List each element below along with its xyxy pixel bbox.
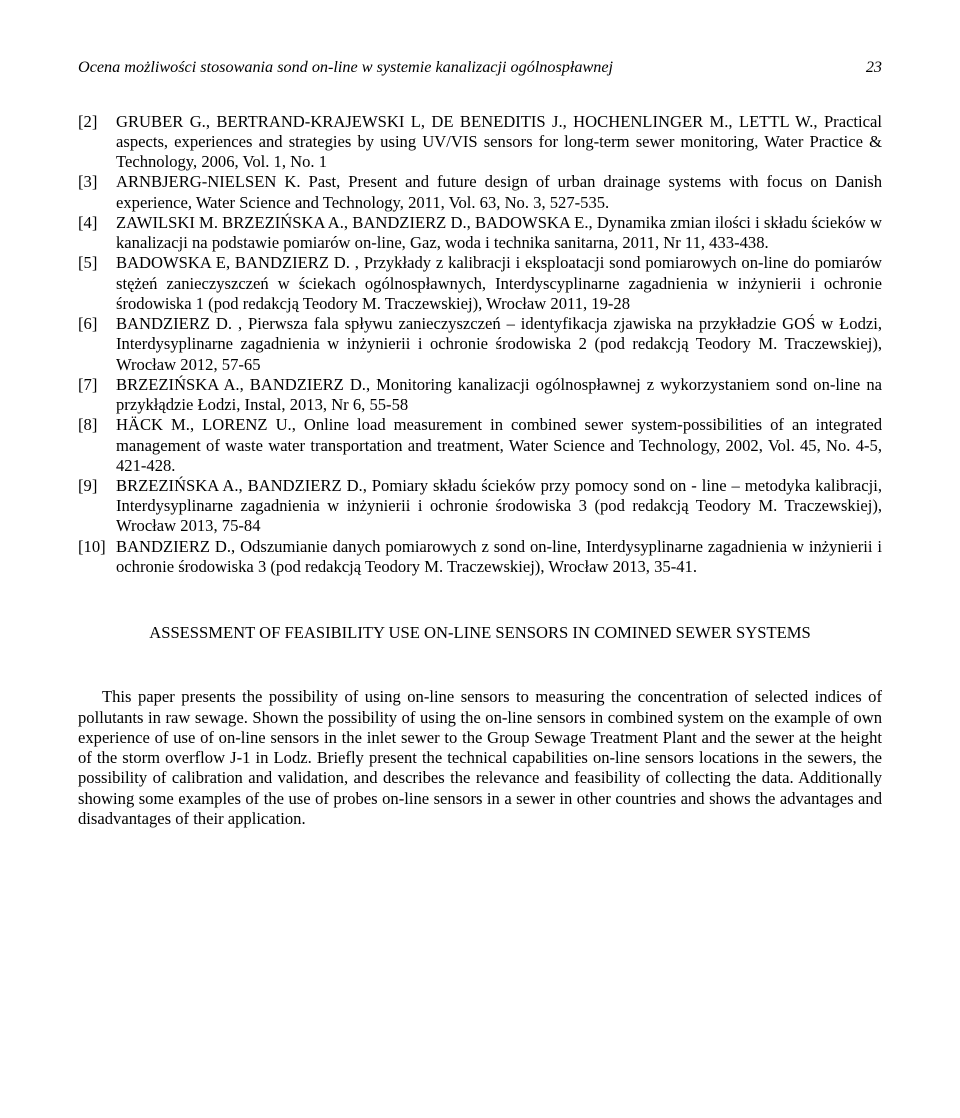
page-number: 23 (866, 58, 882, 78)
reference-number: [5] (78, 253, 116, 314)
reference-number: [9] (78, 476, 116, 537)
reference-item: [5]BADOWSKA E, BANDZIERZ D. , Przykłady … (78, 253, 882, 314)
reference-item: [10]BANDZIERZ D., Odszumianie danych pom… (78, 537, 882, 577)
reference-number: [6] (78, 314, 116, 375)
reference-text: BADOWSKA E, BANDZIERZ D. , Przykłady z k… (116, 253, 882, 314)
reference-number: [3] (78, 172, 116, 212)
reference-number: [2] (78, 112, 116, 173)
reference-number: [8] (78, 415, 116, 476)
reference-item: [9]BRZEZIŃSKA A., BANDZIERZ D., Pomiary … (78, 476, 882, 537)
reference-item: [3]ARNBJERG-NIELSEN K. Past, Present and… (78, 172, 882, 212)
abstract-paragraph: This paper presents the possibility of u… (78, 687, 882, 829)
references-list: [2]GRUBER G., BERTRAND-KRAJEWSKI L, DE B… (78, 112, 882, 577)
reference-text: BANDZIERZ D. , Pierwsza fala spływu zani… (116, 314, 882, 375)
section-title: ASSESSMENT OF FEASIBILITY USE ON-LINE SE… (78, 623, 882, 643)
reference-item: [8]HÄCK M., LORENZ U., Online load measu… (78, 415, 882, 476)
reference-text: HÄCK M., LORENZ U., Online load measurem… (116, 415, 882, 476)
reference-text: BRZEZIŃSKA A., BANDZIERZ D., Monitoring … (116, 375, 882, 415)
reference-text: ARNBJERG-NIELSEN K. Past, Present and fu… (116, 172, 882, 212)
header-title: Ocena możliwości stosowania sond on-line… (78, 58, 613, 78)
reference-text: BANDZIERZ D., Odszumianie danych pomiaro… (116, 537, 882, 577)
reference-number: [4] (78, 213, 116, 253)
reference-item: [7]BRZEZIŃSKA A., BANDZIERZ D., Monitori… (78, 375, 882, 415)
reference-text: ZAWILSKI M. BRZEZIŃSKA A., BANDZIERZ D.,… (116, 213, 882, 253)
reference-number: [7] (78, 375, 116, 415)
reference-number: [10] (78, 537, 116, 577)
reference-text: BRZEZIŃSKA A., BANDZIERZ D., Pomiary skł… (116, 476, 882, 537)
reference-item: [2]GRUBER G., BERTRAND-KRAJEWSKI L, DE B… (78, 112, 882, 173)
reference-item: [6]BANDZIERZ D. , Pierwsza fala spływu z… (78, 314, 882, 375)
reference-text: GRUBER G., BERTRAND-KRAJEWSKI L, DE BENE… (116, 112, 882, 173)
reference-item: [4]ZAWILSKI M. BRZEZIŃSKA A., BANDZIERZ … (78, 213, 882, 253)
running-header: Ocena możliwości stosowania sond on-line… (78, 58, 882, 78)
